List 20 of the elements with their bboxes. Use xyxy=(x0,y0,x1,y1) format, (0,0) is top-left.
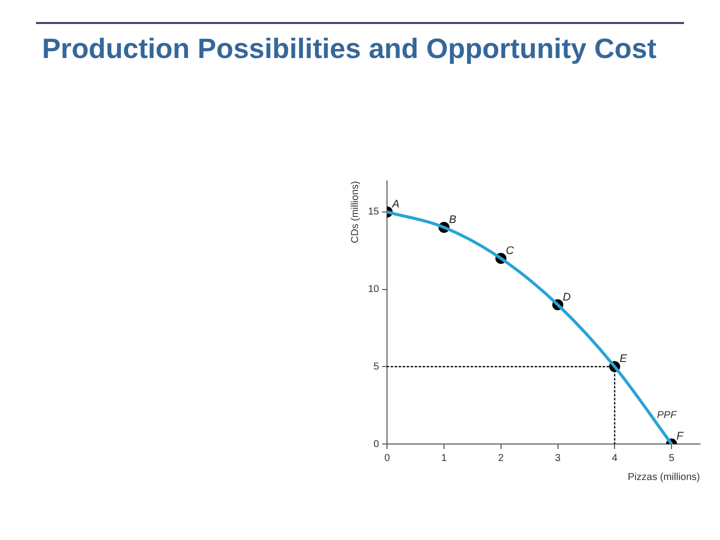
y-tick-label: 0 xyxy=(374,438,380,450)
annotation: C xyxy=(506,244,514,257)
x-tick-label: 2 xyxy=(498,452,504,464)
annotation: B xyxy=(449,214,456,226)
y-tick-label: 5 xyxy=(374,361,380,372)
annotation: D xyxy=(562,291,571,304)
annotation: A xyxy=(391,198,400,211)
y-axis-title: CDs (millions) xyxy=(350,181,361,244)
annotation: PPF xyxy=(657,410,676,421)
y-tick-label: 15 xyxy=(368,206,380,218)
x-tick-label: 0 xyxy=(384,452,390,464)
x-axis-title: Pizzas (millions) xyxy=(628,472,700,483)
x-tick-label: 1 xyxy=(441,452,448,464)
x-tick-label: 4 xyxy=(612,452,618,464)
annotation: E xyxy=(620,353,628,366)
annotation: F xyxy=(676,430,685,443)
y-tick-label: 10 xyxy=(368,284,380,296)
chart-title: Production Possibilities and Opportunity Cost xyxy=(42,32,658,66)
x-tick-label: 5 xyxy=(668,452,675,464)
x-tick-label: 3 xyxy=(555,452,561,464)
